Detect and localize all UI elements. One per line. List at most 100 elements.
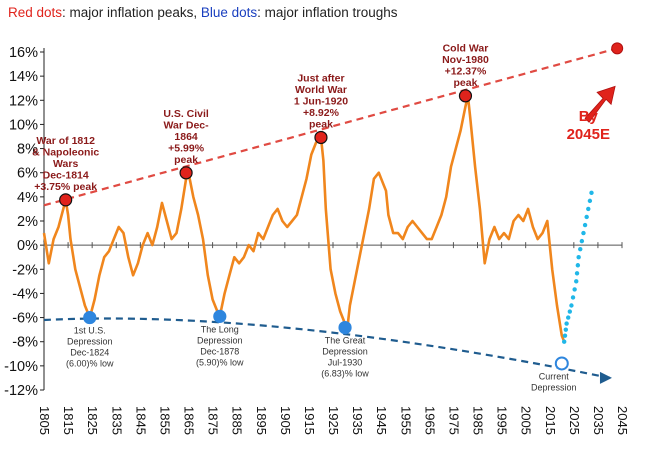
trough-dot [213, 309, 227, 323]
x-tick-label: 1965 [422, 406, 437, 435]
peak-label-line: peak [453, 77, 477, 89]
trough-label-line: Dec-1878 [200, 346, 239, 356]
peak-dot [458, 89, 473, 103]
y-tick-label: 2% [17, 214, 38, 230]
y-tick-label: -2% [12, 262, 38, 278]
x-tick-label: 2025 [567, 406, 582, 435]
x-tick-label: 2005 [519, 406, 534, 435]
y-tick-label: 12% [9, 93, 38, 109]
x-tick-label: 1925 [326, 406, 341, 435]
forecast-point [589, 190, 594, 196]
peak-label-line: Cold War [443, 42, 489, 54]
forecast-point [579, 238, 585, 244]
forecast-point [572, 287, 577, 292]
peak-label-line: +5.99% [168, 142, 205, 154]
peak-label-line: War Dec- [164, 119, 210, 131]
blue-dots-label: Blue dots [200, 5, 258, 20]
trough-label-line: Current [539, 371, 570, 381]
trough-label-line: (5.90)% low [196, 357, 244, 367]
trough-trend-line [43, 317, 611, 380]
y-tick-label: 4% [17, 190, 38, 206]
x-tick-label: 1975 [446, 406, 461, 435]
peak-label-line: Dec-1814 [43, 169, 89, 181]
x-tick-label: 1815 [61, 406, 76, 435]
x-tick-label: 1805 [37, 406, 52, 435]
peak-label-line: Wars [53, 158, 78, 170]
trend-lines [43, 47, 618, 384]
y-tick-label: 16% [9, 45, 38, 61]
x-tick-label: 1855 [157, 406, 172, 435]
y-tick-label: -10% [4, 359, 38, 375]
data-series [42, 94, 594, 344]
chart-caption: Red dots: major inflation peaks, Blue do… [8, 5, 398, 20]
peak-label-line: 1864 [174, 131, 198, 143]
x-tick-label: 2045 [615, 406, 630, 435]
peak-label-line: U.S. Civil [163, 108, 209, 120]
trough-label-line: (6.00)% low [66, 359, 114, 369]
forecast-point [575, 263, 581, 268]
peak-trend-line [43, 47, 618, 207]
peak-label-line: War of 1812 [36, 135, 95, 147]
projected-peak-dot [611, 42, 624, 55]
peak-dot [314, 130, 328, 145]
forecast-point [570, 295, 576, 300]
trough-label-line: Dec-1824 [70, 348, 109, 358]
peak-label-line: 1 Jun-1920 [294, 95, 348, 107]
trough-dot [83, 310, 97, 325]
trough-label-line: The Great [325, 336, 366, 346]
peak-label-line: peak [309, 118, 333, 130]
forecast-point [576, 255, 581, 260]
peak-label-line: +8.92% [303, 107, 340, 119]
x-tick-label: 1905 [278, 406, 293, 435]
y-tick-label: -8% [12, 335, 38, 351]
trough-dot [554, 356, 569, 371]
trough-label-line: 1st U.S. [74, 326, 106, 336]
forecast-point [574, 271, 580, 276]
trough-dot [338, 320, 352, 335]
x-tick-label: 1955 [398, 406, 413, 435]
peak-label-line: World War [295, 84, 347, 96]
forecast-point [581, 230, 586, 236]
forecast-point [574, 279, 579, 284]
y-tick-label: -6% [12, 311, 38, 327]
y-tick-label: 14% [9, 69, 38, 85]
trough-label-line: Depression [322, 347, 368, 357]
chart-axes: 16% 14% 12% 10% 8% 6% 4% 2% 0% -2% -4% -6% -8% -10% -1… [4, 45, 630, 435]
blue-dots-text: : major inflation troughs [257, 5, 398, 20]
trough-label-line: Jul-1930 [328, 358, 363, 368]
x-tick-label: 1945 [374, 406, 389, 435]
red-dots-text: : major inflation peaks, [62, 5, 201, 20]
y-tick-label: -12% [4, 383, 38, 399]
peak-dot [179, 166, 193, 180]
forecast-point [578, 246, 583, 252]
x-tick-label: 2035 [591, 406, 606, 435]
trough-label-line: Depression [197, 335, 243, 345]
x-tick-label: 1985 [471, 406, 486, 435]
x-tick-label: 1895 [254, 406, 269, 435]
forecast-point [587, 198, 593, 204]
peak-label-line: peak [174, 154, 198, 166]
x-tick-label: 1995 [495, 406, 510, 435]
x-tick-label: 1885 [230, 406, 245, 435]
peak-label-line: +3.75% peak [34, 181, 97, 193]
trough-label-line: Depression [531, 382, 577, 392]
x-tick-label: 1845 [133, 406, 148, 435]
forecast-point [566, 315, 571, 320]
peak-label-line: & Napoleonic [32, 146, 99, 158]
red-dots-label: Red dots [8, 5, 63, 20]
inflation-line [42, 94, 566, 343]
forecast-point [567, 309, 573, 314]
peak-label-line: +12.37% [445, 65, 487, 77]
x-tick-label: 1875 [206, 406, 221, 435]
y-tick-label: 0% [17, 238, 38, 254]
peak-label-line: Just after [297, 72, 344, 84]
peak-dot [59, 193, 73, 207]
trough-label-line: Depression [67, 337, 113, 347]
y-tick-label: 6% [17, 166, 38, 182]
forecast-point [563, 327, 569, 332]
point-markers [59, 42, 624, 371]
trough-trend-arrowhead [599, 371, 612, 384]
y-tick-label: 8% [17, 142, 38, 158]
